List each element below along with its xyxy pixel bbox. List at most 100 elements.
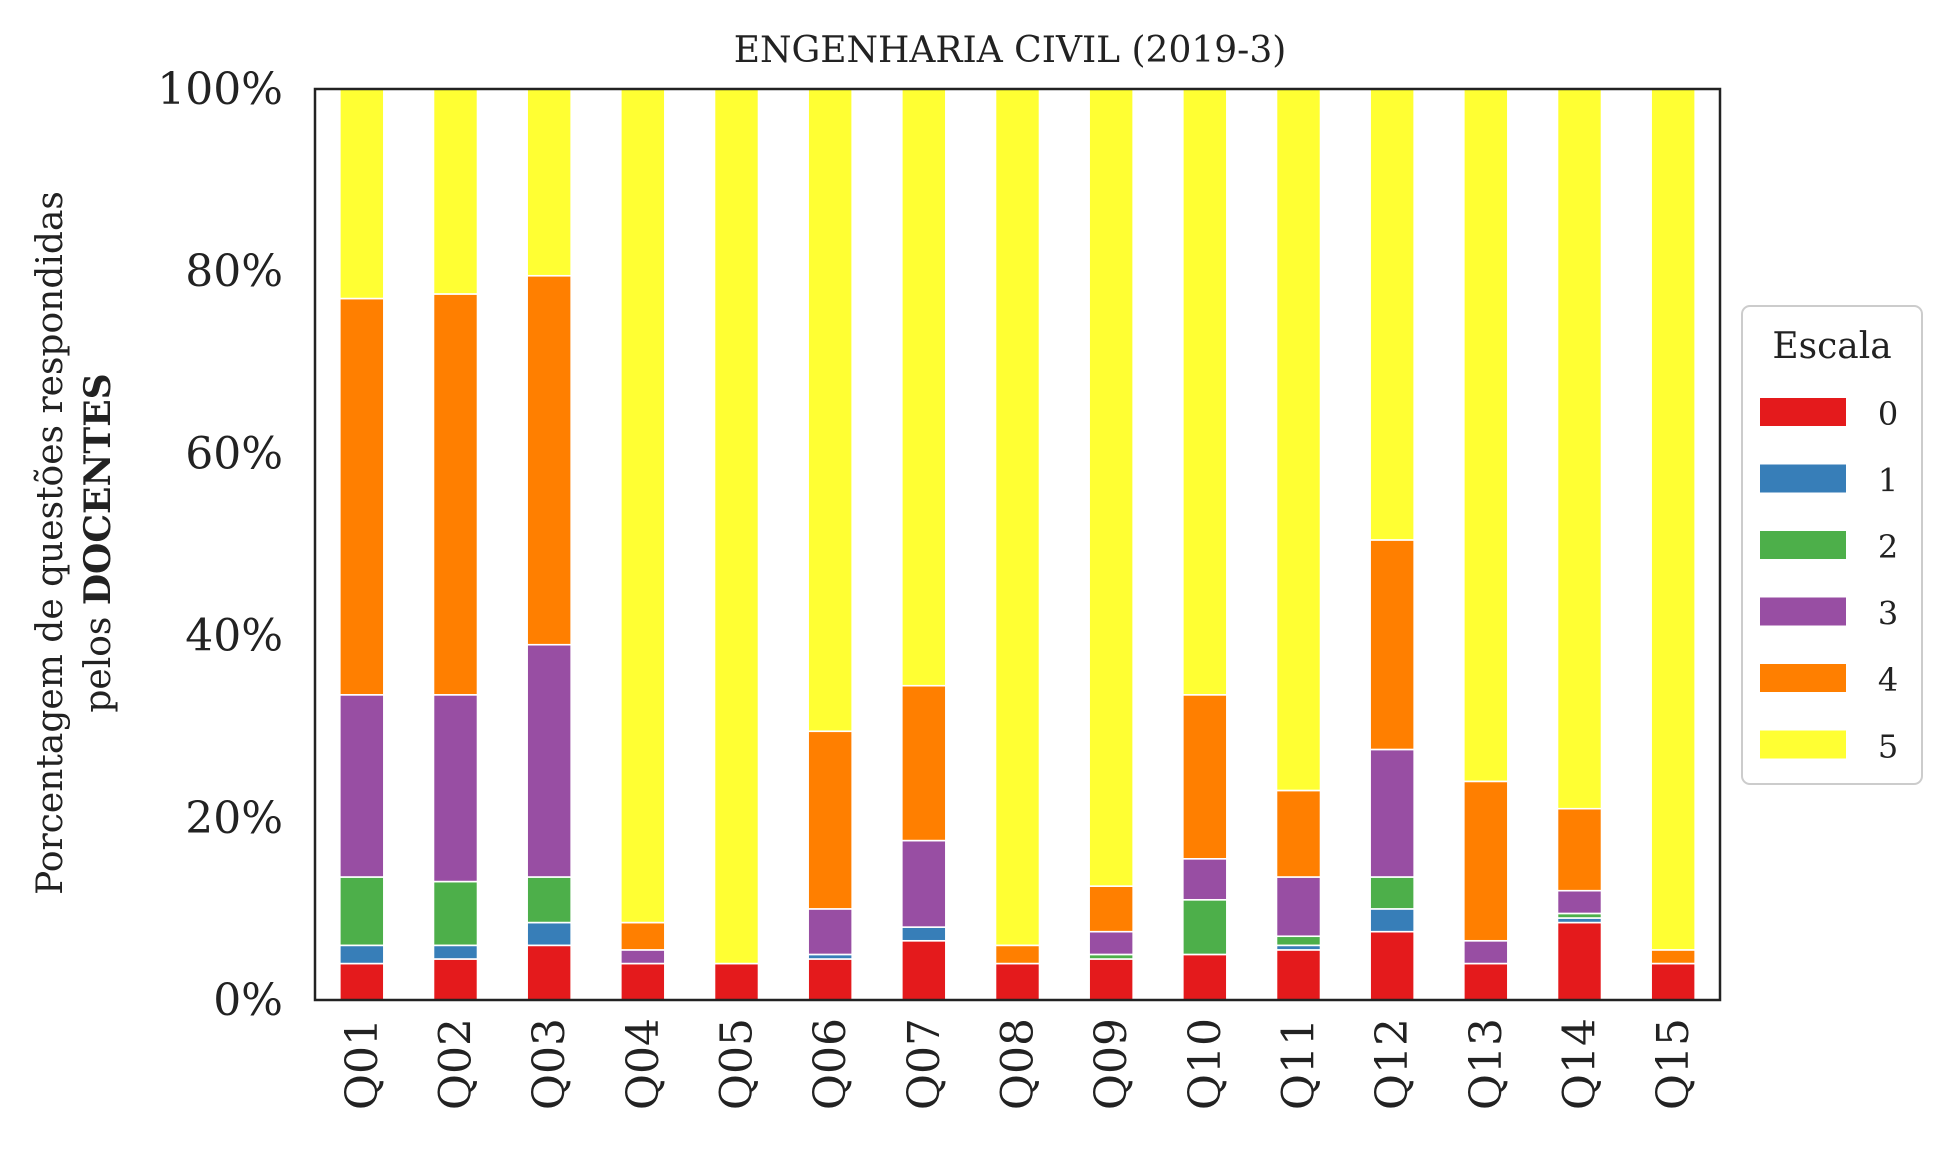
bar-segment-q01-scale-4 xyxy=(339,297,385,696)
bar-group-q08 xyxy=(994,88,1041,1001)
bars-layer xyxy=(339,88,1696,1001)
legend-items: 0 1 2 3 4 5 xyxy=(1760,395,1898,766)
bar-segment-q03-scale-2 xyxy=(526,876,572,924)
y-tick-labels: 0% 20% 40% 60% 80% 100% xyxy=(157,64,283,1026)
bar-segment-q11-scale-5 xyxy=(1275,88,1322,792)
bar-group-q13 xyxy=(1463,88,1509,1001)
bar-group-q06 xyxy=(807,88,853,1001)
bar-segment-q05-scale-0 xyxy=(713,962,760,1001)
bar-segment-q07-scale-0 xyxy=(901,939,947,1001)
y-tick-label: 80% xyxy=(185,246,283,297)
x-tick-label: Q10 xyxy=(1180,1018,1231,1110)
bar-segment-q03-scale-3 xyxy=(526,643,572,878)
legend-title: Escala xyxy=(1772,326,1891,367)
y-axis-label-bold: DOCENTES xyxy=(77,373,119,605)
bar-segment-q05-scale-5 xyxy=(713,88,760,965)
bar-segment-q06-scale-4 xyxy=(807,730,853,910)
x-tick-label: Q05 xyxy=(712,1018,763,1110)
bar-group-q09 xyxy=(1088,88,1134,1001)
bar-segment-q11-scale-0 xyxy=(1275,949,1322,1001)
bar-segment-q06-scale-5 xyxy=(807,88,853,733)
bar-segment-q11-scale-2 xyxy=(1275,935,1322,947)
bar-segment-q07-scale-1 xyxy=(901,926,947,942)
bar-segment-q13-scale-4 xyxy=(1463,780,1509,942)
bar-segment-q14-scale-5 xyxy=(1556,88,1603,810)
y-tick-label: 60% xyxy=(185,428,283,479)
bar-segment-q02-scale-3 xyxy=(432,694,479,883)
bar-segment-q07-scale-3 xyxy=(901,839,947,928)
x-tick-label: Q12 xyxy=(1367,1018,1418,1110)
legend-swatch-0 xyxy=(1760,398,1846,426)
bar-group-q15 xyxy=(1650,88,1696,1001)
legend-swatch-4 xyxy=(1760,664,1846,692)
bar-segment-q10-scale-5 xyxy=(1182,88,1228,696)
bar-segment-q01-scale-2 xyxy=(339,876,385,947)
y-axis-label-prefix: pelos xyxy=(78,605,119,712)
bar-segment-q10-scale-2 xyxy=(1182,898,1228,956)
legend-label-3: 3 xyxy=(1878,595,1898,633)
bar-segment-q04-scale-5 xyxy=(620,88,666,924)
bar-segment-q09-scale-5 xyxy=(1088,88,1134,887)
bar-segment-q12-scale-0 xyxy=(1369,930,1415,1001)
plot-frame xyxy=(313,87,1722,1002)
x-tick-label: Q03 xyxy=(524,1018,575,1110)
x-tick-label: Q02 xyxy=(431,1018,482,1110)
y-axis-label-line1: Porcentagem de questões respondidas xyxy=(30,191,71,895)
bar-segment-q01-scale-3 xyxy=(339,694,385,878)
bar-group-q01 xyxy=(339,88,385,1001)
legend-swatch-5 xyxy=(1760,730,1846,759)
bar-group-q07 xyxy=(901,88,947,1001)
bar-segment-q04-scale-0 xyxy=(620,962,666,1001)
legend-swatch-3 xyxy=(1760,597,1846,626)
x-tick-label: Q11 xyxy=(1274,1018,1325,1110)
bar-segment-q12-scale-4 xyxy=(1369,539,1415,751)
legend-label-0: 0 xyxy=(1878,395,1898,433)
bar-segment-q15-scale-4 xyxy=(1650,949,1696,965)
bar-group-q14 xyxy=(1556,88,1603,1001)
x-tick-label: Q14 xyxy=(1555,1018,1606,1110)
chart-title: ENGENHARIA CIVIL (2019-3) xyxy=(734,30,1287,71)
legend-swatch-2 xyxy=(1760,531,1846,559)
bar-group-q10 xyxy=(1182,88,1228,1001)
bar-group-q12 xyxy=(1369,88,1415,1001)
y-tick-label: 100% xyxy=(157,64,283,115)
x-tick-labels: Q01 Q02 Q03 Q04 Q05 Q06 Q07 Q08 Q09 Q10 Q11 Q12 Q13 Q… xyxy=(337,1018,1699,1110)
bar-segment-q02-scale-2 xyxy=(432,880,479,947)
bar-segment-q03-scale-0 xyxy=(526,944,572,1001)
bar-group-q03 xyxy=(526,88,572,1001)
bar-segment-q15-scale-5 xyxy=(1650,88,1696,951)
bar-segment-q02-scale-5 xyxy=(432,88,479,295)
legend-label-5: 5 xyxy=(1878,728,1898,766)
bar-segment-q09-scale-0 xyxy=(1088,958,1134,1001)
bar-segment-q10-scale-4 xyxy=(1182,694,1228,860)
bar-segment-q11-scale-3 xyxy=(1275,876,1322,938)
bar-group-q11 xyxy=(1275,88,1322,1001)
bar-segment-q10-scale-3 xyxy=(1182,857,1228,901)
bar-segment-q04-scale-3 xyxy=(620,949,666,965)
bar-segment-q07-scale-4 xyxy=(901,684,947,842)
x-tick-label: Q15 xyxy=(1648,1018,1699,1110)
bar-segment-q13-scale-0 xyxy=(1463,962,1509,1001)
bar-segment-q06-scale-3 xyxy=(807,908,853,956)
bar-group-q05 xyxy=(713,88,760,1001)
y-axis-label-line2: pelos DOCENTES xyxy=(77,373,119,712)
y-tick-label: 20% xyxy=(185,793,283,844)
x-tick-label: Q07 xyxy=(899,1018,950,1110)
bar-segment-q08-scale-5 xyxy=(994,88,1041,947)
bar-segment-q01-scale-0 xyxy=(339,962,385,1001)
bar-segment-q14-scale-3 xyxy=(1556,889,1603,915)
bar-segment-q03-scale-5 xyxy=(526,88,572,277)
bar-segment-q01-scale-1 xyxy=(339,944,385,965)
bar-segment-q10-scale-0 xyxy=(1182,953,1228,1001)
x-tick-label: Q04 xyxy=(618,1018,669,1110)
bar-segment-q02-scale-4 xyxy=(432,293,479,696)
bar-segment-q15-scale-0 xyxy=(1650,962,1696,1001)
y-axis-label: Porcentagem de questões respondidas pelo… xyxy=(30,191,119,895)
bar-segment-q08-scale-4 xyxy=(994,944,1041,965)
bar-group-q04 xyxy=(620,88,666,1001)
bar-segment-q08-scale-0 xyxy=(994,962,1041,1001)
bar-segment-q13-scale-3 xyxy=(1463,939,1509,965)
x-tick-label: Q08 xyxy=(993,1018,1044,1110)
